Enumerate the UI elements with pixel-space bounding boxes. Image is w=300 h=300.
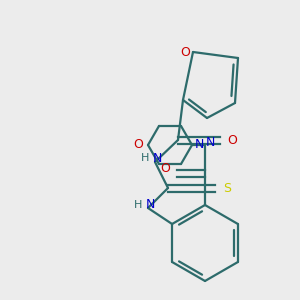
Text: O: O [160, 161, 170, 175]
Text: N: N [145, 199, 155, 212]
Text: N: N [205, 136, 215, 148]
Text: O: O [133, 139, 143, 152]
Text: N: N [152, 152, 162, 164]
Text: S: S [223, 182, 231, 194]
Text: N: N [194, 139, 204, 152]
Text: O: O [227, 134, 237, 146]
Text: O: O [180, 46, 190, 59]
Text: H: H [141, 153, 149, 163]
Text: H: H [134, 200, 142, 210]
